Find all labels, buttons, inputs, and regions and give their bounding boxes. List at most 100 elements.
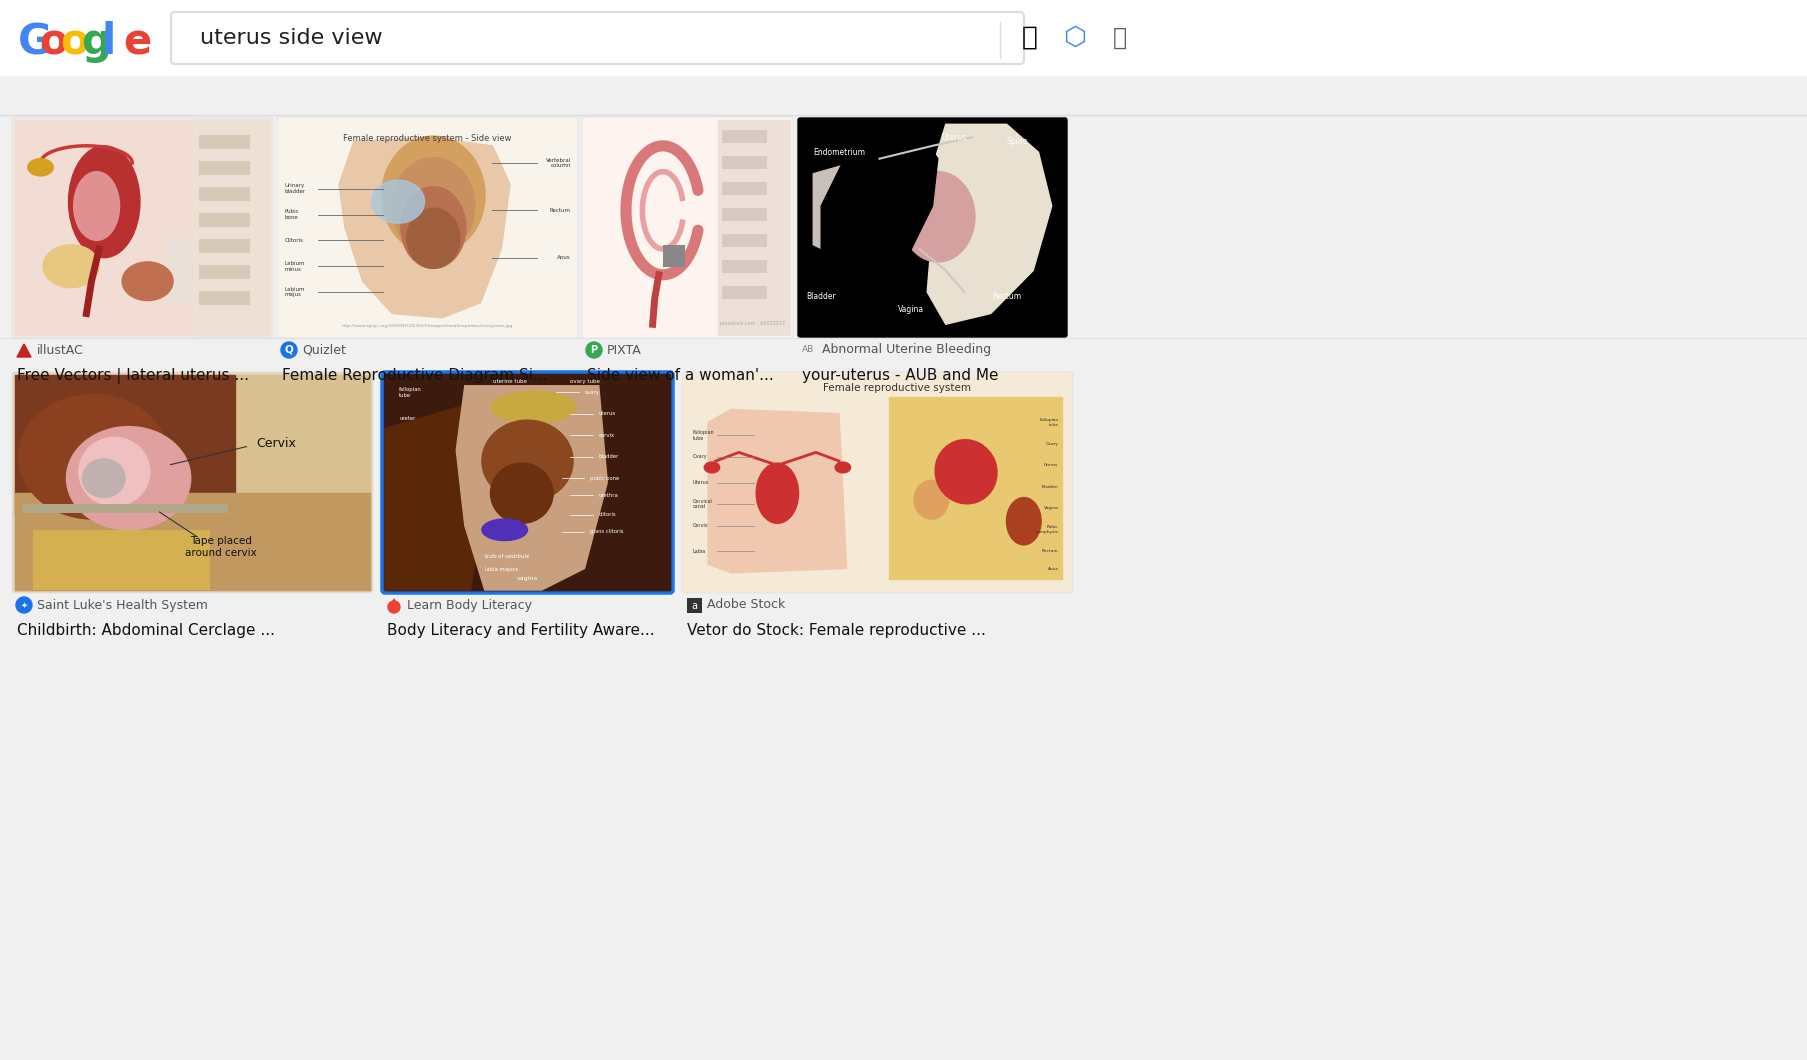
Text: 🎤: 🎤 — [1021, 25, 1037, 51]
FancyBboxPatch shape — [797, 117, 1068, 338]
Bar — [280, 120, 575, 335]
Bar — [199, 238, 249, 253]
Bar — [199, 161, 249, 175]
Bar — [385, 375, 670, 590]
Bar — [193, 120, 269, 335]
Polygon shape — [708, 409, 846, 572]
Ellipse shape — [934, 440, 996, 504]
Bar — [723, 286, 766, 299]
Text: PIXTA: PIXTA — [607, 343, 641, 356]
Bar — [14, 120, 269, 335]
Circle shape — [585, 342, 602, 358]
Ellipse shape — [755, 463, 799, 524]
Bar — [168, 238, 193, 303]
Bar — [199, 265, 249, 279]
Polygon shape — [455, 386, 607, 590]
Text: pixastock.com - 60525017: pixastock.com - 60525017 — [719, 321, 784, 326]
Text: o: o — [40, 21, 67, 63]
Text: ureter: ureter — [399, 416, 416, 421]
Ellipse shape — [914, 480, 949, 519]
Ellipse shape — [69, 146, 139, 258]
FancyBboxPatch shape — [681, 372, 1072, 593]
Text: Adobe Stock: Adobe Stock — [707, 599, 784, 612]
Text: Body Literacy and Fertility Aware...: Body Literacy and Fertility Aware... — [387, 623, 654, 638]
Ellipse shape — [490, 463, 553, 524]
Bar — [723, 208, 766, 220]
Text: urethra: urethra — [598, 493, 618, 498]
Bar — [33, 530, 210, 590]
Circle shape — [389, 601, 399, 613]
Bar — [199, 187, 249, 201]
Text: Labium
majus: Labium majus — [286, 286, 305, 298]
Bar — [687, 598, 701, 613]
Text: your-uterus - AUB and Me: your-uterus - AUB and Me — [802, 368, 997, 383]
Text: Labia: Labia — [692, 549, 707, 553]
Text: Cervix: Cervix — [692, 523, 708, 528]
Text: cervix: cervix — [598, 432, 614, 438]
Text: Female Reproductive Diagram Si...: Female Reproductive Diagram Si... — [282, 368, 548, 383]
Text: a: a — [690, 601, 698, 611]
Text: glans clitoris: glans clitoris — [589, 529, 623, 534]
FancyBboxPatch shape — [582, 117, 793, 338]
Bar — [799, 120, 1064, 335]
Text: uterus: uterus — [598, 411, 616, 417]
Ellipse shape — [482, 420, 573, 501]
Text: Q: Q — [284, 344, 293, 355]
Polygon shape — [340, 137, 510, 318]
Text: G: G — [18, 21, 52, 63]
Ellipse shape — [401, 187, 466, 268]
Text: ovary: ovary — [584, 390, 600, 394]
Bar — [723, 234, 766, 247]
Ellipse shape — [83, 459, 125, 497]
FancyBboxPatch shape — [13, 117, 273, 338]
Polygon shape — [813, 159, 905, 266]
Text: g: g — [81, 21, 110, 63]
Text: o: o — [60, 21, 89, 63]
Ellipse shape — [900, 172, 974, 262]
Text: Uterus: Uterus — [1043, 463, 1057, 467]
Text: uterine tube: uterine tube — [493, 379, 528, 384]
Text: AB: AB — [802, 346, 813, 354]
Ellipse shape — [490, 391, 576, 423]
Ellipse shape — [392, 158, 475, 254]
Bar — [585, 120, 790, 335]
Text: Urinary
bladder: Urinary bladder — [286, 183, 305, 194]
Text: Bladder: Bladder — [806, 292, 835, 301]
Text: Anus: Anus — [1046, 566, 1057, 570]
Bar — [22, 504, 228, 513]
Text: Learn Body Literacy: Learn Body Literacy — [407, 599, 531, 612]
FancyBboxPatch shape — [276, 117, 578, 338]
Text: Cervix: Cervix — [257, 438, 296, 450]
Ellipse shape — [74, 172, 119, 241]
Text: Cervical
canal: Cervical canal — [692, 498, 712, 510]
Text: illustAC: illustAC — [36, 343, 83, 356]
Text: Rectum: Rectum — [1041, 549, 1057, 553]
Text: clitoris: clitoris — [598, 512, 616, 517]
Bar — [199, 292, 249, 305]
Text: Labium
minus: Labium minus — [286, 261, 305, 271]
Text: Vagina: Vagina — [898, 304, 923, 314]
Text: Childbirth: Abdominal Cerclage ...: Childbirth: Abdominal Cerclage ... — [16, 623, 275, 638]
Ellipse shape — [67, 426, 190, 530]
Text: uterus side view: uterus side view — [201, 28, 383, 48]
Bar — [663, 245, 685, 267]
Text: Uterus: Uterus — [940, 132, 967, 142]
FancyBboxPatch shape — [381, 372, 672, 593]
Text: e: e — [123, 21, 152, 63]
Polygon shape — [820, 130, 938, 310]
Text: Free Vectors | lateral uterus ...: Free Vectors | lateral uterus ... — [16, 368, 249, 384]
Text: labia majora: labia majora — [484, 567, 517, 571]
Text: Pubic
bone: Pubic bone — [286, 209, 300, 220]
Text: Abnormal Uterine Bleeding: Abnormal Uterine Bleeding — [822, 343, 990, 356]
Bar — [199, 213, 249, 227]
Ellipse shape — [18, 394, 168, 519]
Bar — [0, 0, 1807, 75]
Bar — [14, 375, 235, 515]
Circle shape — [280, 342, 296, 358]
Text: Rectum: Rectum — [992, 292, 1021, 301]
Polygon shape — [927, 124, 1052, 324]
Text: ovary tube: ovary tube — [569, 379, 600, 384]
Ellipse shape — [835, 462, 849, 473]
Text: Clitoris: Clitoris — [286, 237, 304, 243]
Text: pubic bone: pubic bone — [589, 476, 620, 480]
